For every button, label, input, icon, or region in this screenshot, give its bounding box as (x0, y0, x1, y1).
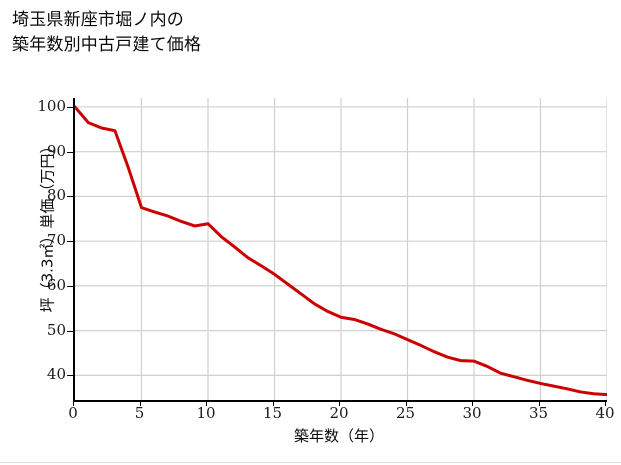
y-axis-tick-label: 70 (46, 231, 66, 250)
x-axis-tick-mark (139, 400, 141, 406)
y-axis-tick-mark (67, 330, 73, 332)
x-axis-tick-labels: 0 5 10 15 20 25 30 35 40 (0, 406, 621, 428)
x-axis-tick-mark (605, 400, 606, 406)
plot-area (73, 98, 607, 402)
y-axis-tick-mark (67, 106, 73, 108)
x-axis-tick-label: 25 (395, 404, 416, 422)
y-axis-tick-label: 100 (37, 96, 66, 115)
x-axis-tick-label: 15 (262, 404, 283, 422)
x-axis-tick-label: 35 (528, 404, 549, 422)
data-series-line (75, 105, 607, 397)
y-axis-tick-label: 50 (46, 320, 66, 339)
x-axis-tick-mark (538, 400, 540, 406)
y-axis-tick-label: 60 (46, 275, 66, 294)
y-axis-tick-label: 40 (46, 365, 66, 384)
y-axis-tick-mark (67, 196, 73, 198)
series-lines (75, 105, 607, 397)
x-axis-tick-label: 0 (68, 404, 78, 422)
page-title: 埼玉県新座市堀ノ内の 築年数別中古戸建て価格 (12, 10, 202, 55)
y-axis-title: 坪（3.3㎡）単価（万円） (38, 138, 57, 313)
y-axis-tick-mark (67, 151, 73, 153)
x-axis-tick-label: 10 (196, 404, 216, 422)
y-axis-tick-mark (67, 241, 73, 243)
y-axis-tick-mark (67, 375, 73, 377)
x-axis-tick-mark (472, 400, 473, 406)
y-axis-tick-label: 80 (46, 186, 66, 205)
plot-svg (75, 98, 607, 400)
x-axis-tick-mark (206, 400, 207, 406)
x-axis-tick-label: 5 (134, 404, 145, 422)
y-axis-tick-labels: 40 50 60 70 80 90 100 (26, 0, 66, 465)
y-axis-tick-mark (67, 285, 73, 287)
x-axis-tick-mark (272, 400, 274, 406)
gridlines (75, 98, 607, 400)
footer-divider (0, 462, 621, 463)
y-axis-tick-label: 90 (46, 141, 66, 160)
x-axis-tick-mark (405, 400, 407, 406)
x-axis-tick-mark (73, 400, 74, 406)
x-axis-tick-label: 20 (329, 404, 349, 422)
x-axis-tick-label: 30 (462, 404, 482, 422)
x-axis-tick-label: 40 (595, 404, 615, 422)
x-axis-tick-mark (339, 400, 340, 406)
x-axis-title: 築年数（年） (293, 427, 384, 445)
